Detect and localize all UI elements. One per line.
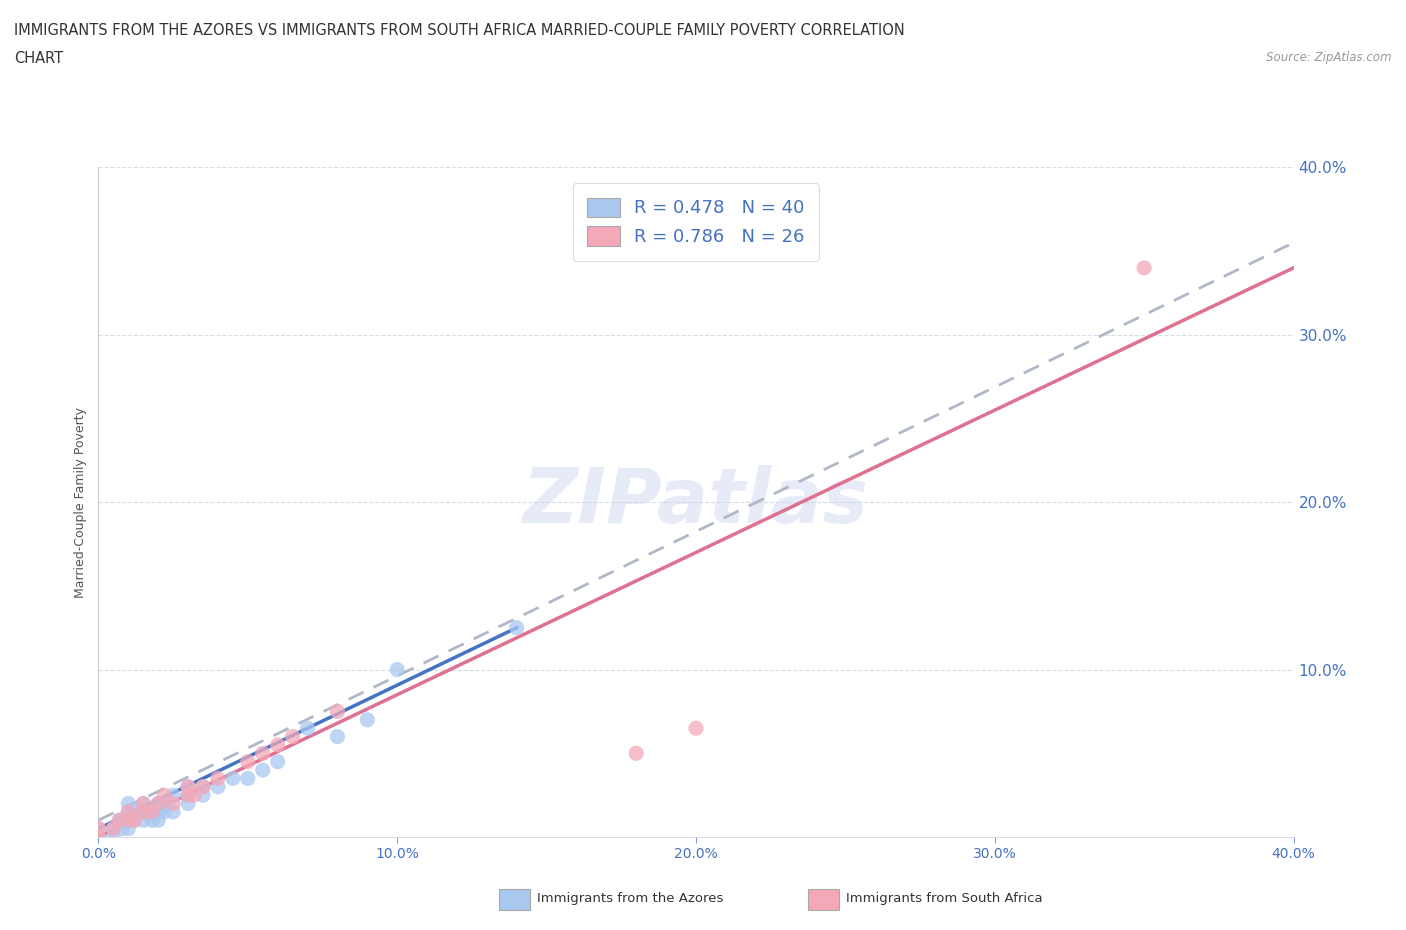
Point: [177, 788, 200, 803]
Point: [153, 788, 176, 803]
Point: [148, 796, 170, 811]
Point: [191, 779, 214, 794]
Point: [141, 804, 163, 819]
Point: [177, 779, 200, 794]
Point: [108, 813, 131, 828]
Text: Immigrants from the Azores: Immigrants from the Azores: [537, 892, 724, 905]
Point: [1133, 260, 1156, 275]
Text: Immigrants from South Africa: Immigrants from South Africa: [846, 892, 1043, 905]
Point: [624, 746, 647, 761]
Point: [177, 779, 200, 794]
Legend: R = 0.478   N = 40, R = 0.786   N = 26: R = 0.478 N = 40, R = 0.786 N = 26: [572, 183, 820, 260]
Point: [148, 804, 170, 819]
Point: [207, 779, 229, 794]
Point: [326, 729, 349, 744]
Point: [148, 813, 170, 828]
Text: IMMIGRANTS FROM THE AZORES VS IMMIGRANTS FROM SOUTH AFRICA MARRIED-COUPLE FAMILY: IMMIGRANTS FROM THE AZORES VS IMMIGRANTS…: [14, 23, 905, 38]
Point: [162, 804, 184, 819]
Point: [252, 746, 274, 761]
Point: [111, 813, 134, 828]
Point: [177, 788, 200, 803]
Point: [132, 804, 155, 819]
Point: [191, 779, 214, 794]
Point: [132, 796, 155, 811]
Point: [117, 804, 139, 819]
Point: [148, 796, 170, 811]
Point: [236, 771, 259, 786]
Point: [326, 704, 349, 719]
Point: [132, 796, 155, 811]
Point: [117, 813, 139, 828]
Point: [124, 813, 146, 828]
Point: [124, 813, 146, 828]
Point: [356, 712, 378, 727]
Point: [267, 754, 290, 769]
Point: [236, 754, 259, 769]
Point: [222, 771, 245, 786]
Point: [506, 620, 529, 635]
Point: [267, 737, 290, 752]
Point: [385, 662, 409, 677]
Point: [103, 830, 125, 844]
Point: [141, 813, 163, 828]
Text: CHART: CHART: [14, 51, 63, 66]
Point: [153, 796, 176, 811]
Point: [117, 804, 139, 819]
Point: [117, 813, 139, 828]
Point: [162, 788, 184, 803]
Point: [132, 813, 155, 828]
Point: [191, 788, 214, 803]
Point: [162, 796, 184, 811]
Point: [153, 804, 176, 819]
Point: [183, 788, 205, 803]
Point: [252, 763, 274, 777]
Point: [281, 729, 304, 744]
Point: [103, 821, 125, 836]
Point: [207, 771, 229, 786]
Text: Source: ZipAtlas.com: Source: ZipAtlas.com: [1267, 51, 1392, 64]
Point: [297, 721, 319, 736]
Text: ZIPatlas: ZIPatlas: [523, 465, 869, 539]
Point: [141, 804, 163, 819]
Point: [103, 821, 125, 836]
Point: [87, 821, 110, 836]
Y-axis label: Married-Couple Family Poverty: Married-Couple Family Poverty: [75, 406, 87, 598]
Point: [685, 721, 707, 736]
Point: [87, 830, 110, 844]
Point: [117, 821, 139, 836]
Point: [87, 821, 110, 836]
Point: [108, 813, 131, 828]
Point: [132, 804, 155, 819]
Point: [177, 796, 200, 811]
Point: [117, 796, 139, 811]
Point: [127, 804, 149, 819]
Point: [87, 830, 110, 844]
Point: [111, 821, 134, 836]
